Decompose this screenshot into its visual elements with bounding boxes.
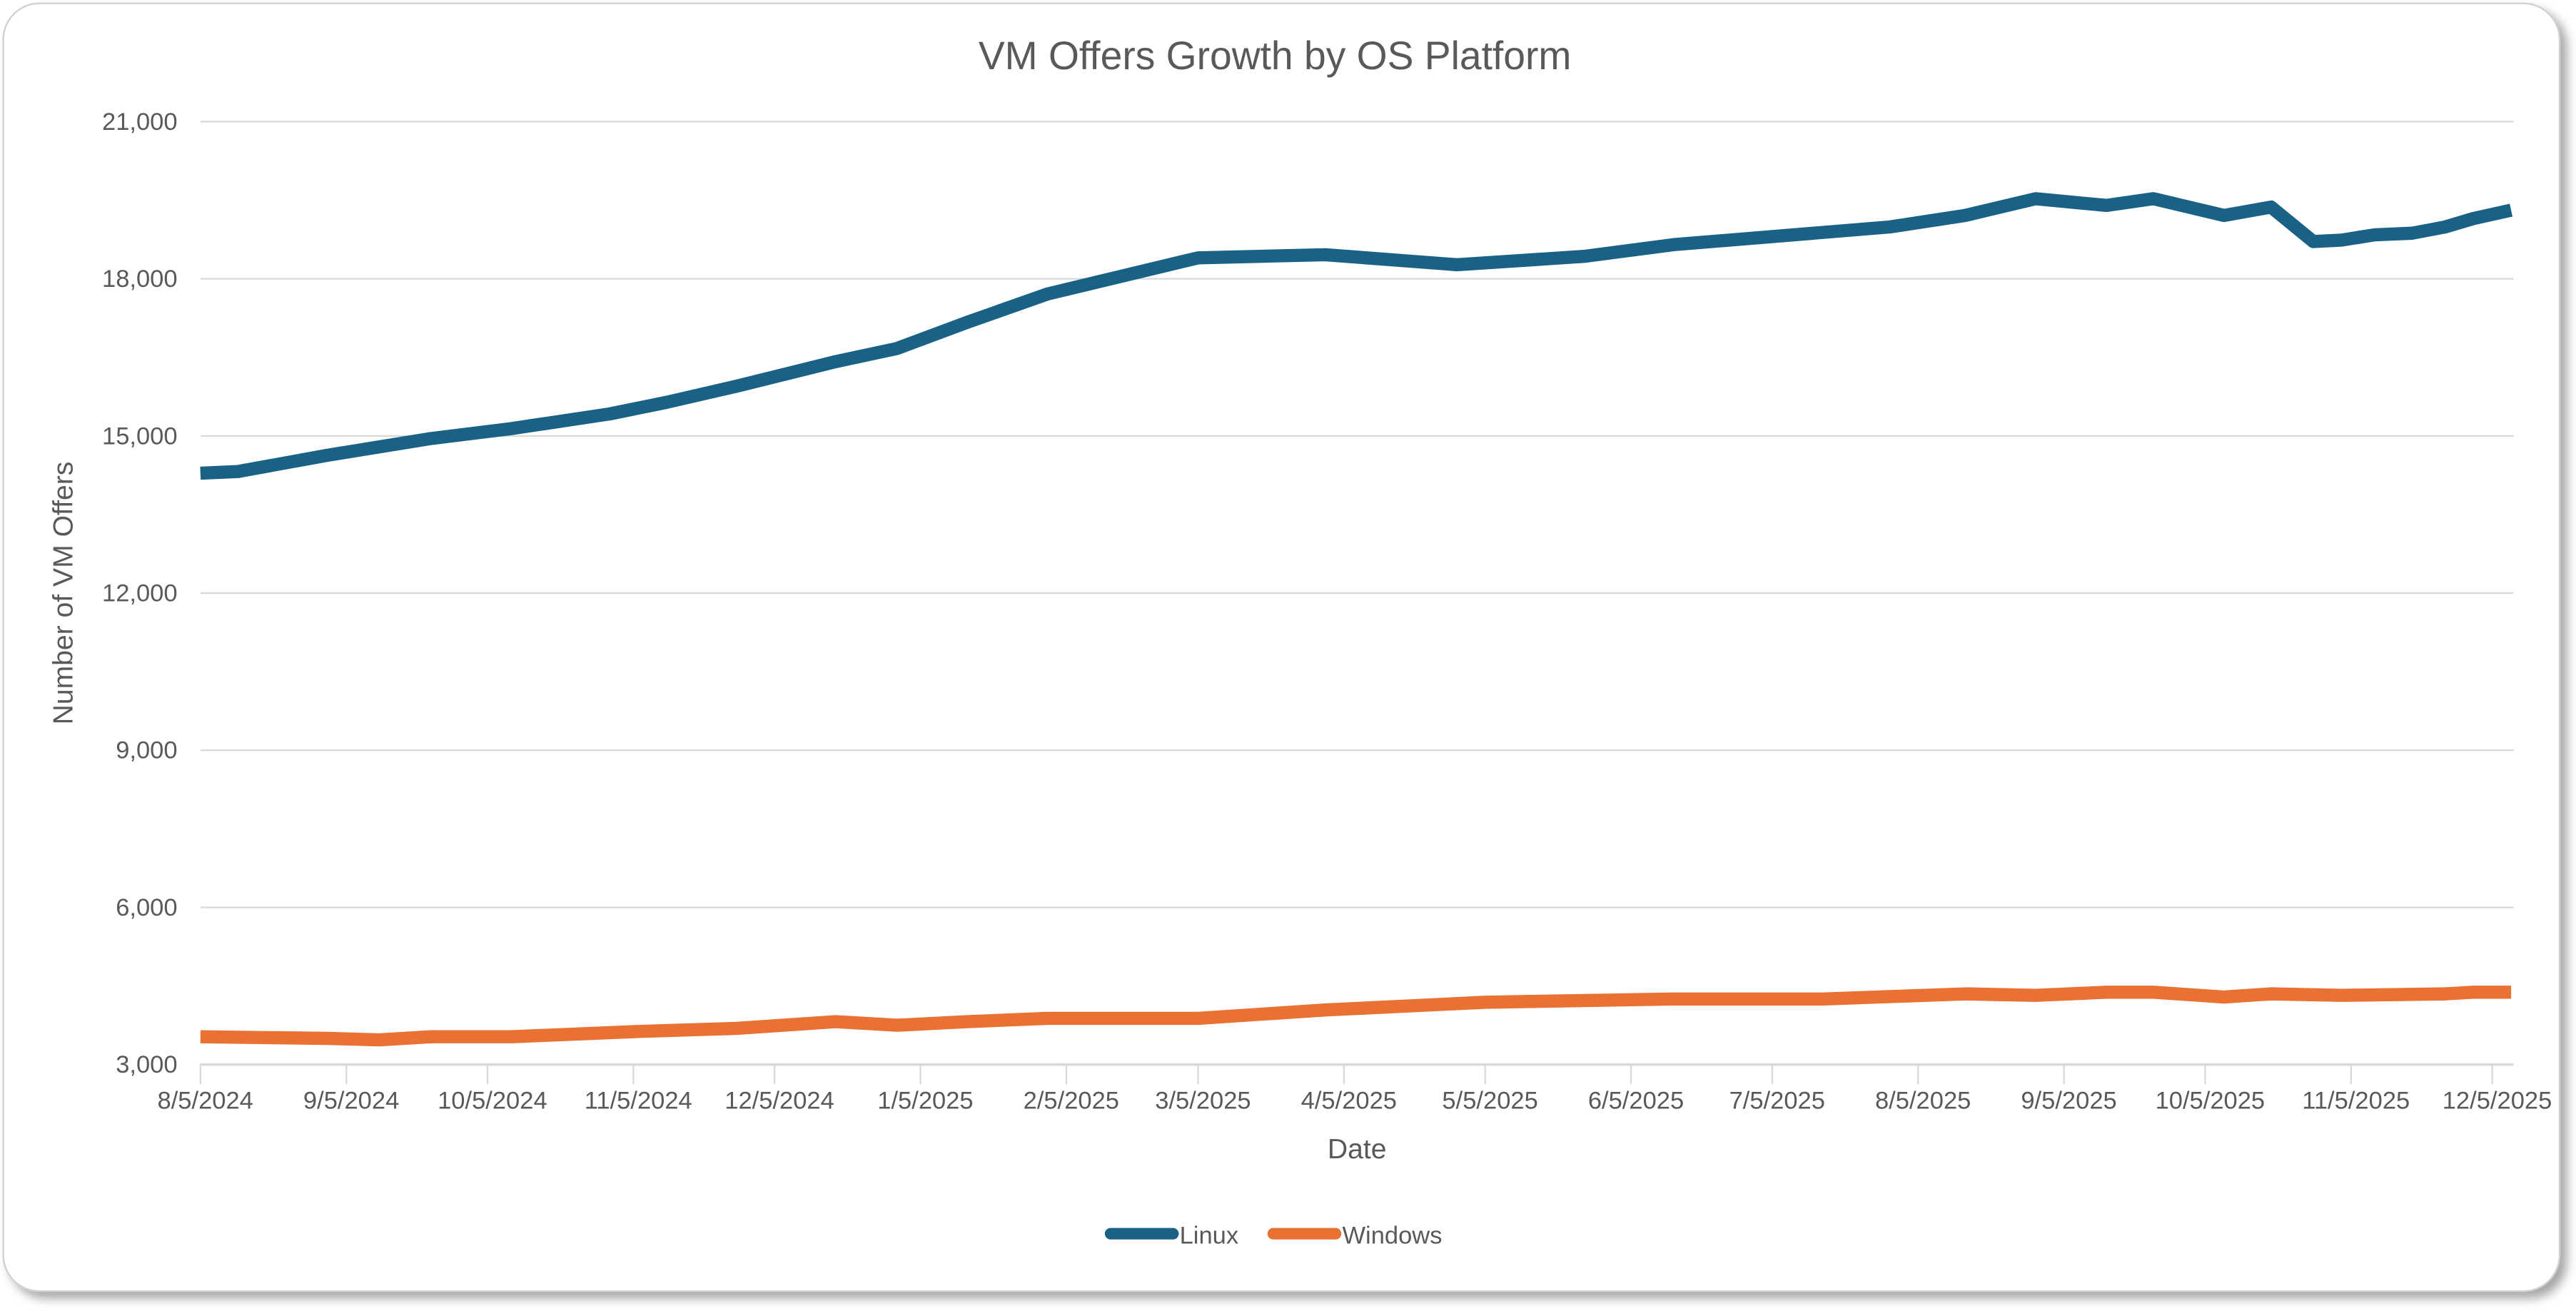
y-tick-label: 21,000: [102, 108, 178, 136]
x-axis-ticks: 8/5/2024 9/5/2024 10/5/2024 11/5/2024 12/5/2…: [158, 1063, 2552, 1115]
x-tick-label: 4/5/2025: [1301, 1088, 1397, 1115]
x-axis-label: Date: [1328, 1134, 1387, 1165]
legend: Linux Windows: [1104, 1222, 1442, 1249]
x-tick-label: 1/5/2025: [877, 1088, 973, 1115]
chart-title: VM Offers Growth by OS Platform: [979, 34, 1572, 78]
x-tick-label: 12/5/2024: [724, 1088, 834, 1115]
y-tick-label: 6,000: [116, 894, 177, 921]
x-tick-label: 6/5/2025: [1588, 1088, 1684, 1115]
y-axis-label: Number of VM Offers: [48, 462, 79, 725]
x-tick-label: 7/5/2025: [1729, 1088, 1825, 1115]
x-tick-label: 10/5/2024: [438, 1088, 547, 1115]
x-tick-label: 5/5/2025: [1442, 1088, 1537, 1115]
x-tick-label: 8/5/2025: [1875, 1088, 1971, 1115]
x-tick-label: 9/5/2025: [2021, 1088, 2116, 1115]
y-axis-ticks: 3,000 6,000 9,000 12,000 15,000 18,000 21,000: [102, 108, 178, 1078]
series-lines: [200, 192, 2513, 1047]
legend-label-windows: Windows: [1342, 1222, 1442, 1249]
y-tick-label: 3,000: [116, 1051, 177, 1078]
y-tick-label: 9,000: [116, 737, 177, 764]
x-tick-label: 12/5/2025: [2443, 1088, 2552, 1115]
chart-frame: [2, 2, 2561, 1292]
x-tick-label: 9/5/2024: [303, 1088, 399, 1115]
x-tick-label: 8/5/2024: [158, 1088, 253, 1115]
y-tick-label: 18,000: [102, 265, 178, 293]
x-tick-label: 10/5/2025: [2156, 1088, 2266, 1115]
y-tick-label: 15,000: [102, 422, 178, 450]
series-line-windows: [200, 986, 2512, 1047]
y-tick-label: 12,000: [102, 580, 178, 607]
x-tick-label: 11/5/2024: [585, 1088, 692, 1115]
x-tick-label: 3/5/2025: [1155, 1088, 1251, 1115]
x-tick-label: 11/5/2025: [2302, 1088, 2410, 1115]
legend-label-linux: Linux: [1180, 1222, 1239, 1249]
x-tick-label: 2/5/2025: [1024, 1088, 1119, 1115]
